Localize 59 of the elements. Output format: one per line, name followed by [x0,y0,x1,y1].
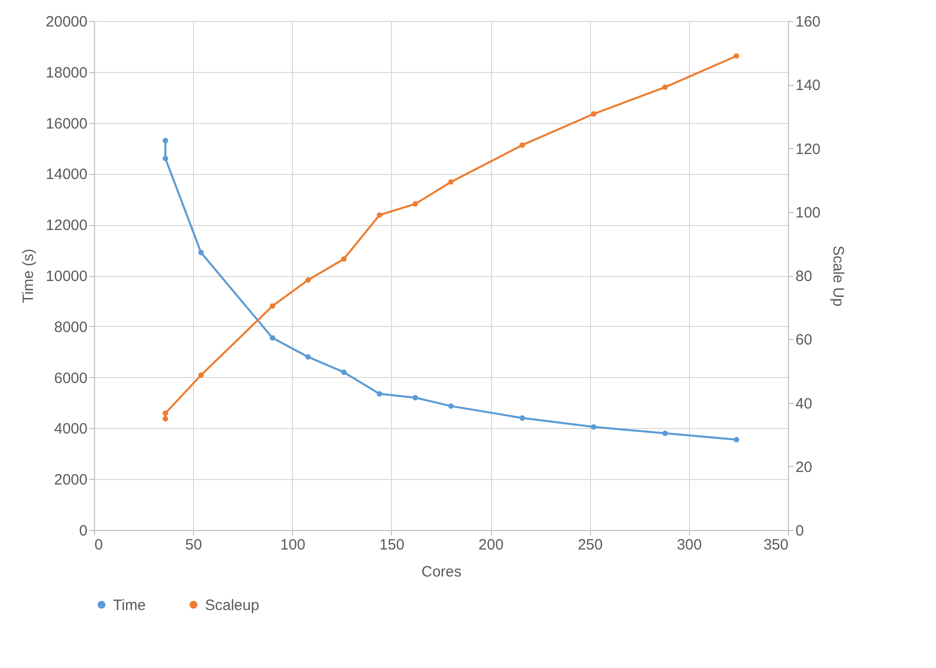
point [305,354,311,360]
x-tick-label: 150 [379,536,404,554]
point [412,394,418,400]
point [341,369,347,375]
y-tick-label: 18000 [46,64,88,82]
point [162,410,168,416]
point [198,372,204,378]
point [662,430,668,436]
point [734,436,740,442]
x-tick-label: 200 [478,536,504,554]
y2-tick-label: 0 [796,522,804,540]
point [520,142,526,148]
point [590,111,596,117]
y2-tick-label: 60 [796,332,812,349]
x-tick-label: 0 [94,536,103,554]
y-tick-label: 14000 [46,166,88,184]
point [520,415,526,421]
point [590,424,596,430]
point [412,201,418,207]
point [448,179,454,185]
point [198,250,204,256]
y-tick-label: 12000 [46,217,88,234]
point [305,277,311,283]
point [448,403,454,409]
y2-tick-label: 120 [796,140,821,158]
y-tick-label: 10000 [46,268,88,285]
point [734,53,740,59]
y2-tick-label: 140 [796,77,821,94]
point [376,391,382,397]
y-axis-title: Time (s) [20,248,37,304]
y2-tick-label: 80 [796,268,812,285]
point [341,256,347,262]
y-tick-label: 4000 [54,420,88,438]
y2-tick-label: 160 [796,14,821,30]
y-tick-label: 16000 [46,115,88,132]
x-tick-label: 100 [280,536,306,554]
point [162,138,168,144]
x-tick-label: 350 [763,536,788,554]
y2-axis-title: Scale Up [830,246,847,306]
x-tick-label: 250 [578,536,603,554]
y2-tick-label: 40 [796,395,812,412]
y-tick-label: 20000 [46,14,88,30]
point [270,303,276,309]
x-tick-label: 300 [676,536,702,554]
y2-tick-label: 20 [796,458,812,476]
point [162,156,168,162]
x-tick-label: 50 [185,536,202,554]
y2-tick-label: 100 [796,204,821,222]
legend-label: Scaleup [205,596,260,614]
legend-label: Time [113,596,146,614]
y-tick-label: 0 [79,522,88,540]
y-tick-label: 8000 [54,318,88,336]
point [270,335,276,341]
point [662,84,668,90]
y-tick-label: 2000 [54,472,88,489]
x-axis-title: Cores [421,564,462,580]
point [376,212,382,218]
y-tick-label: 6000 [54,370,88,387]
point [162,416,168,422]
